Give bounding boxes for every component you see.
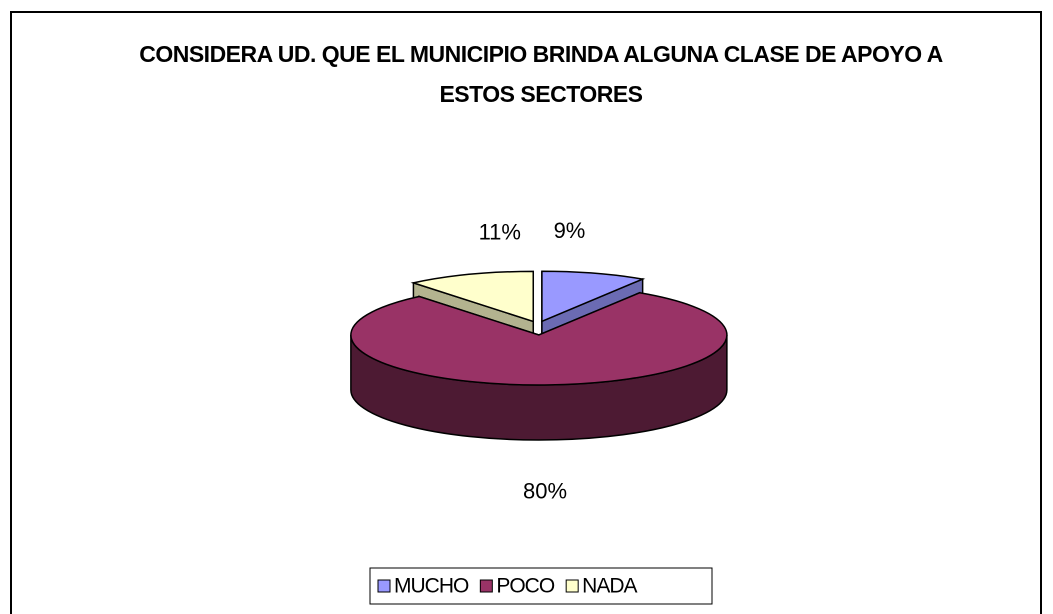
data-label: 9% <box>554 218 586 243</box>
slice <box>541 270 646 323</box>
legend: MUCHO POCO NADA <box>377 575 639 598</box>
legend-swatch <box>479 579 493 593</box>
legend-box <box>369 567 713 605</box>
legend-label: MUCHO <box>394 575 469 598</box>
data-label: 80% <box>523 479 567 504</box>
data-label: 11% <box>479 220 521 245</box>
legend-swatch <box>377 579 391 593</box>
slice <box>410 270 535 323</box>
chart-title: CONSIDERA UD. QUE EL MUNICIPIO BRINDA AL… <box>139 41 943 107</box>
legend-label: POCO <box>496 575 555 598</box>
legend-label: NADA <box>582 575 637 598</box>
slice <box>350 291 728 386</box>
pie: 9% 80% 11% <box>350 218 728 504</box>
legend-swatch <box>565 579 579 593</box>
